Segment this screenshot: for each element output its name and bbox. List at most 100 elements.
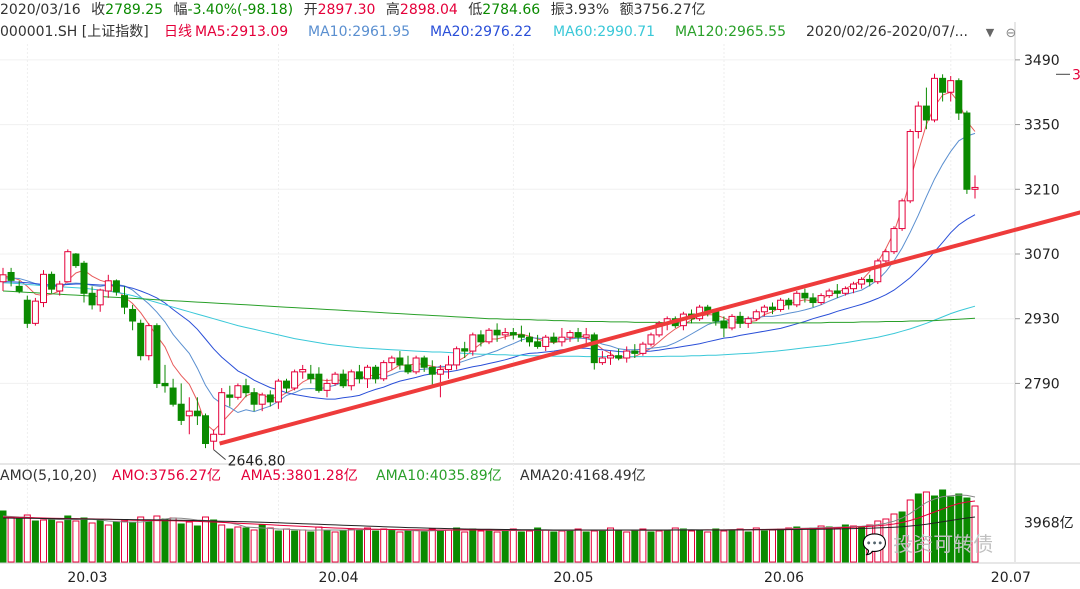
candle bbox=[436, 364, 444, 398]
amp-value: 3.93% bbox=[564, 2, 610, 18]
amo-bar bbox=[104, 524, 112, 563]
candle bbox=[542, 334, 550, 352]
candle-body bbox=[266, 394, 274, 403]
amo-bar bbox=[185, 521, 193, 563]
ma-legend: 000001.SH [上证指数] 日线 MA5:2913.09 MA10:296… bbox=[0, 22, 1080, 44]
date-range[interactable]: 2020/02/26-2020/07/... bbox=[806, 24, 968, 40]
amo-bar bbox=[817, 525, 825, 563]
candle-body bbox=[121, 295, 128, 308]
candle-body bbox=[477, 334, 485, 343]
candle bbox=[331, 371, 339, 386]
amo-bar bbox=[112, 521, 120, 563]
candle-body bbox=[809, 297, 817, 304]
candle-body bbox=[145, 325, 153, 357]
candle bbox=[218, 388, 226, 436]
candle bbox=[31, 297, 39, 326]
amo-bar bbox=[615, 530, 623, 563]
chevron-down-icon[interactable]: ▼ bbox=[985, 26, 995, 39]
amo-bar bbox=[380, 528, 388, 563]
candle-body bbox=[372, 366, 380, 380]
candle-body bbox=[526, 336, 533, 343]
candle-body bbox=[744, 318, 752, 324]
ama10-value: AMA10:4035.89亿 bbox=[376, 468, 502, 484]
amo-bar bbox=[906, 499, 914, 563]
candle-body bbox=[31, 300, 39, 324]
candle bbox=[15, 280, 23, 294]
candle bbox=[453, 346, 461, 370]
candle-body bbox=[890, 228, 898, 253]
candle bbox=[428, 360, 436, 389]
candle-body bbox=[485, 329, 493, 343]
y-tick-label: 2790 bbox=[1024, 376, 1060, 392]
amo-bar bbox=[914, 493, 922, 563]
candle-body bbox=[315, 373, 323, 391]
candle bbox=[866, 274, 874, 287]
candle bbox=[817, 293, 825, 305]
amo-indicator-name[interactable]: AMO(5,10,20) bbox=[0, 468, 98, 484]
watermark-text: 投资可转债 bbox=[893, 532, 994, 556]
amo-bar bbox=[922, 491, 930, 563]
candle-body bbox=[906, 131, 914, 202]
candle bbox=[177, 383, 185, 426]
candle-body bbox=[833, 290, 841, 294]
amo-bar bbox=[364, 527, 371, 563]
amo-bar bbox=[655, 530, 663, 563]
candle-body bbox=[469, 334, 477, 352]
candle bbox=[23, 295, 31, 328]
candle bbox=[914, 101, 922, 139]
amo-bar bbox=[7, 517, 15, 563]
amo-bar bbox=[947, 496, 955, 563]
candle bbox=[404, 355, 412, 375]
amo-bar bbox=[574, 528, 582, 563]
candle-body bbox=[258, 394, 266, 405]
candle-body bbox=[841, 288, 849, 294]
candle bbox=[64, 249, 72, 283]
candle-body bbox=[769, 306, 776, 310]
candle bbox=[80, 260, 88, 303]
amo-bar bbox=[825, 526, 833, 563]
amo-bar bbox=[550, 531, 558, 563]
amo-bar bbox=[866, 524, 874, 563]
candle bbox=[299, 364, 307, 379]
amo-bar bbox=[712, 528, 720, 563]
candle bbox=[323, 378, 331, 398]
candle-body bbox=[817, 295, 825, 304]
candle bbox=[517, 325, 525, 342]
candle-body bbox=[129, 308, 137, 322]
candle bbox=[526, 332, 533, 347]
candle-body bbox=[331, 373, 339, 384]
candle-body bbox=[226, 394, 234, 398]
amo-bar bbox=[388, 529, 396, 563]
candle-body bbox=[712, 311, 720, 322]
amo-bar bbox=[785, 527, 793, 563]
zoom-icon[interactable]: ⊖ bbox=[1005, 26, 1017, 41]
candle-body bbox=[517, 334, 525, 338]
ama20-value: AMA20:4168.49亿 bbox=[520, 468, 646, 484]
amo-bar bbox=[56, 521, 64, 563]
candle-body bbox=[493, 329, 501, 336]
amo-bar bbox=[161, 518, 169, 563]
candle-body bbox=[607, 355, 614, 359]
symbol-code[interactable]: 000001.SH [上证指数] bbox=[0, 24, 149, 40]
candle-body bbox=[396, 357, 404, 366]
amo-bar bbox=[445, 529, 452, 563]
amo-bar bbox=[469, 528, 477, 563]
candle bbox=[461, 341, 469, 358]
date-axis: 20.03 20.04 20.05 20.06 20.07 bbox=[67, 570, 1030, 586]
period-label[interactable]: 日线 bbox=[164, 24, 192, 40]
candle bbox=[493, 323, 501, 342]
trend-arrow bbox=[219, 210, 1080, 446]
candle-body bbox=[96, 289, 104, 306]
candle-body bbox=[639, 343, 647, 354]
candle bbox=[639, 341, 647, 356]
candle-body bbox=[56, 283, 64, 292]
amount-label: 额 bbox=[619, 2, 634, 18]
candle bbox=[963, 110, 971, 194]
amo-bar bbox=[526, 530, 533, 563]
amo-bar bbox=[890, 513, 898, 563]
amo-bar bbox=[744, 531, 752, 563]
amo-bar bbox=[769, 529, 776, 563]
amo-bar bbox=[517, 531, 525, 563]
high-annotation: 3458.79 bbox=[1072, 67, 1080, 83]
ma120-legend: MA120:2965.55 bbox=[675, 24, 786, 40]
